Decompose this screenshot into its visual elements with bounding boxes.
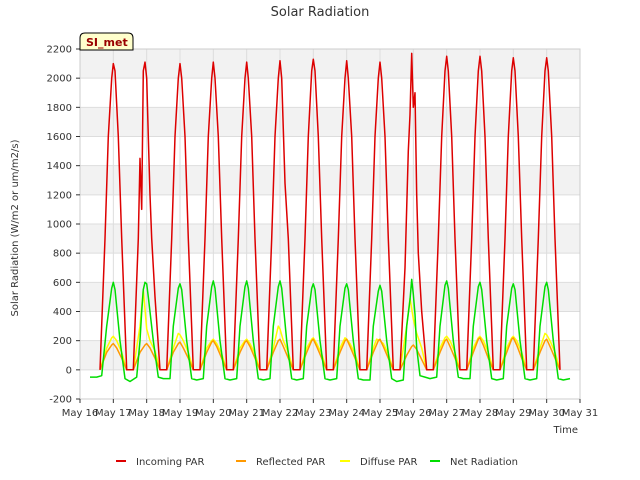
plot-band [80,49,580,79]
x-tick-label: May 17 [95,408,132,419]
legend-label: Net Radiation [450,457,518,468]
x-tick-label: May 31 [562,408,599,419]
legend: Incoming PAR Reflected PAR Diffuse PAR Net … [116,457,518,468]
y-tick-label: 1000 [47,220,72,231]
y-tick-label: 1200 [47,190,72,201]
x-tick-label: May 18 [128,408,165,419]
chart-title: Solar Radiation [271,5,370,20]
y-tick-label: 0 [66,365,72,376]
y-tick-label: 1800 [47,103,72,114]
x-tick-label: May 19 [162,408,199,419]
plot-band [80,224,580,254]
x-tick-label: May 30 [528,408,565,419]
legend-label: Reflected PAR [256,457,325,468]
x-axis-label: Time [553,425,578,436]
y-tick-label: 1600 [47,132,72,143]
y-tick-label: 200 [53,336,72,347]
x-tick-label: May 27 [428,408,465,419]
x-tick-label: May 24 [328,408,365,419]
plot-band [80,369,580,399]
y-tick-label: 400 [53,307,72,318]
legend-label: Diffuse PAR [360,457,417,468]
x-tick-label: May 16 [62,408,99,419]
y-tick-label: 2000 [47,74,72,85]
x-tick-label: May 20 [195,408,232,419]
x-tick-label: May 21 [228,408,265,419]
y-tick-label: 800 [53,249,72,260]
plot-band [80,253,580,283]
x-tick-label: May 22 [262,408,299,419]
y-axis-label: Solar Radiation (W/m2 or um/m2/s) [10,139,21,316]
plot-background [80,49,580,399]
x-tick-label: May 29 [495,408,532,419]
plot-band [80,340,580,370]
series-line-incoming-par [99,52,561,371]
y-tick-label: 600 [53,278,72,289]
x-tick-label: May 23 [295,408,332,419]
x-tick-label: May 26 [395,408,432,419]
x-tick-label: May 28 [462,408,499,419]
y-tick-label: -200 [49,395,72,406]
site-label: SI_met [86,36,128,49]
plot-band [80,165,580,195]
plot-band [80,78,580,108]
plot-band [80,194,580,224]
legend-label: Incoming PAR [136,457,205,468]
plot-band [80,136,580,166]
plot-band [80,107,580,137]
y-tick-label: 1400 [47,161,72,172]
series-layer [90,52,571,383]
y-tick-label: 2200 [47,45,72,56]
plot-band [80,311,580,341]
plot-band [80,282,580,312]
y-axis-ticks: -200 0 200 400 600 800 1000 1200 1400 1600 1800 200… [47,45,80,406]
series-line-net-radiation [90,278,571,383]
site-label-box: SI_met [79,32,134,51]
x-tick-label: May 25 [362,408,399,419]
